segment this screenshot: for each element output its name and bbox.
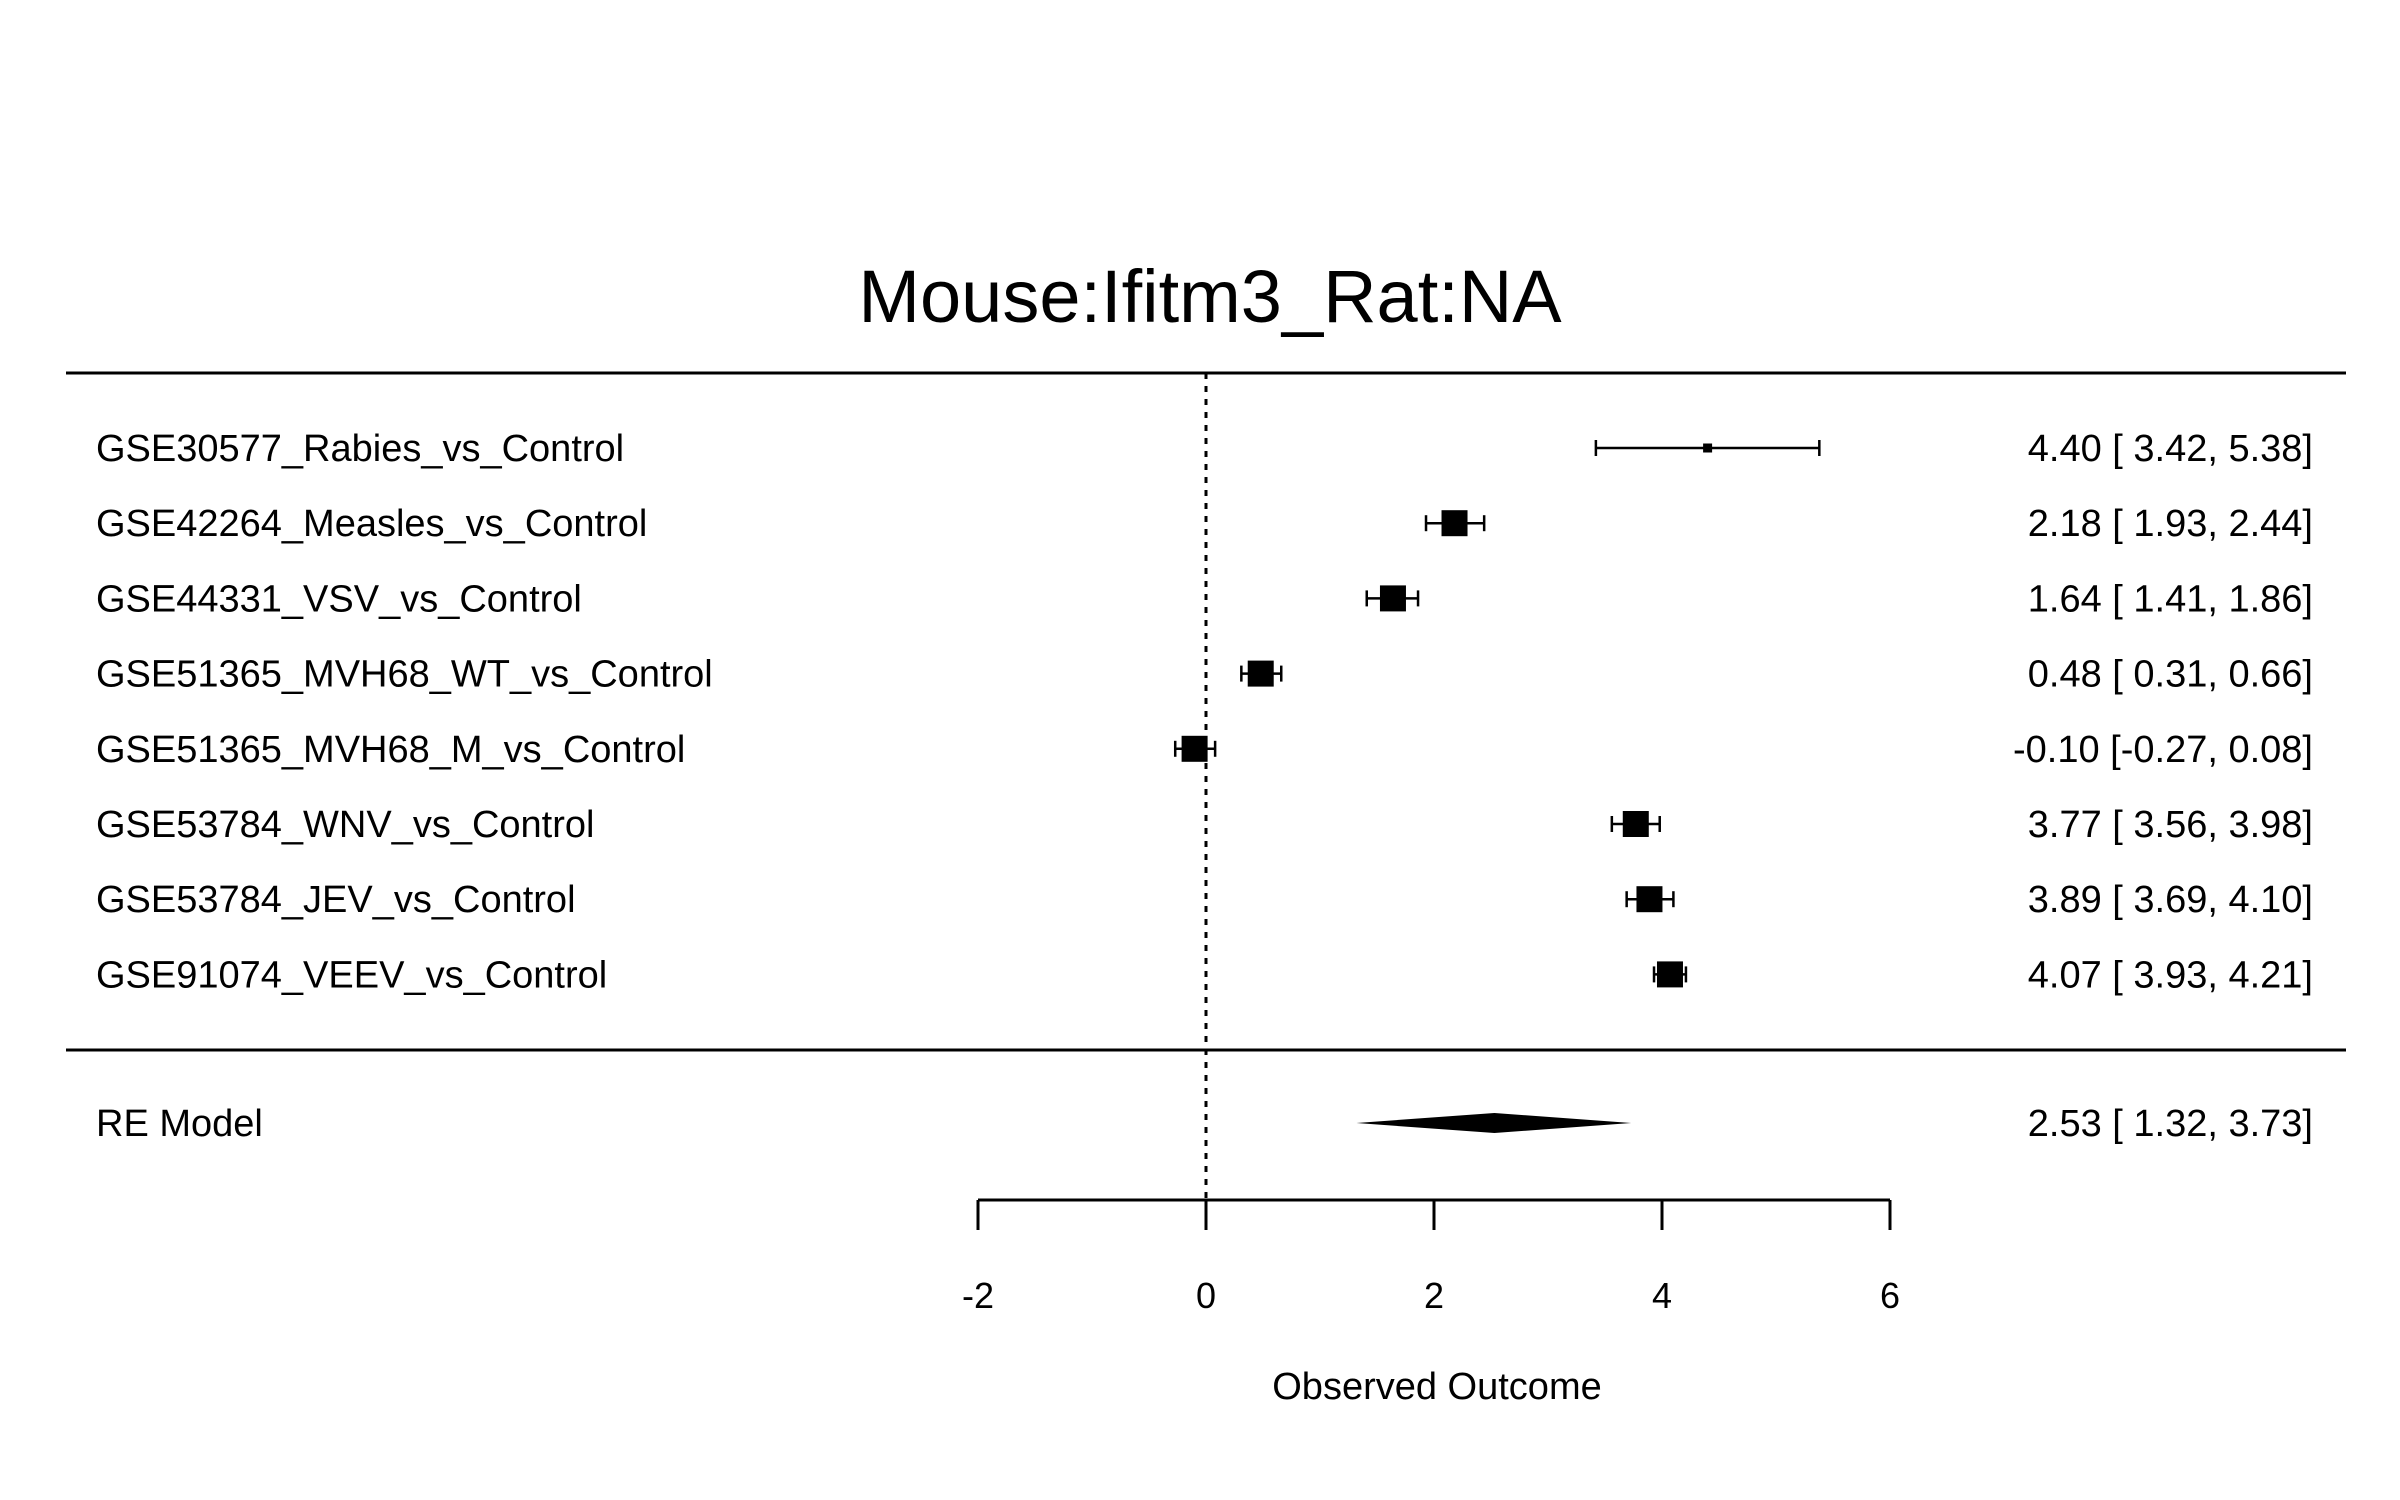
x-tick-label: 0: [1196, 1275, 1216, 1316]
point-estimate: [1247, 660, 1274, 687]
chart-marks: GSE30577_Rabies_vs_Control 4.40 [ 3.42, 5…: [66, 371, 2346, 1316]
study-label: GSE30577_Rabies_vs_Control: [96, 428, 624, 470]
study-estimate-text: 3.89 [ 3.69, 4.10]: [2028, 879, 2313, 921]
study-label: GSE51365_MVH68_WT_vs_Control: [96, 654, 713, 696]
x-tick-label: 2: [1424, 1275, 1444, 1316]
study-label: GSE91074_VEEV_vs_Control: [96, 954, 607, 996]
study-label: GSE53784_WNV_vs_Control: [96, 804, 594, 846]
summary-diamond: [1356, 1113, 1632, 1133]
summary-estimate-text: 2.53 [ 1.32, 3.73]: [2028, 1103, 2313, 1145]
study-label: GSE42264_Measles_vs_Control: [96, 503, 647, 545]
study-estimate-text: 4.07 [ 3.93, 4.21]: [2028, 954, 2313, 996]
x-tick-label: -2: [962, 1275, 994, 1316]
study-label: GSE51365_MVH68_M_vs_Control: [96, 729, 685, 771]
x-tick-label: 6: [1880, 1275, 1900, 1316]
point-estimate: [1441, 510, 1468, 537]
x-axis-label: Observed Outcome: [1272, 1366, 1601, 1408]
point-estimate: [1656, 961, 1683, 988]
point-estimate: [1379, 585, 1406, 612]
study-estimate-text: 1.64 [ 1.41, 1.86]: [2028, 578, 2313, 620]
point-estimate: [1622, 811, 1649, 837]
study-estimate-text: 4.40 [ 3.42, 5.38]: [2028, 428, 2313, 470]
point-estimate: [1636, 886, 1663, 913]
summary-label: RE Model: [96, 1103, 263, 1145]
point-estimate: [1703, 443, 1713, 453]
x-tick-label: 4: [1652, 1275, 1672, 1316]
study-label: GSE44331_VSV_vs_Control: [96, 578, 582, 620]
study-label: GSE53784_JEV_vs_Control: [96, 879, 576, 921]
point-estimate: [1181, 735, 1208, 762]
study-estimate-text: 3.77 [ 3.56, 3.98]: [2028, 804, 2313, 846]
study-estimate-text: -0.10 [-0.27, 0.08]: [2013, 729, 2313, 771]
study-estimate-text: 2.18 [ 1.93, 2.44]: [2028, 503, 2313, 545]
chart-title: Mouse:Ifitm3_Rat:NA: [858, 255, 1562, 338]
study-estimate-text: 0.48 [ 0.31, 0.66]: [2028, 654, 2313, 696]
